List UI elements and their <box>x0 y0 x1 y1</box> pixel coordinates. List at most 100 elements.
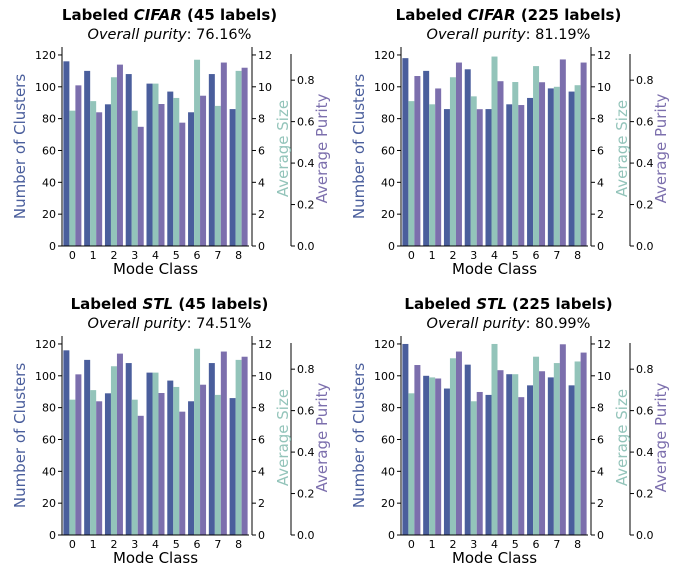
bar-size <box>131 399 138 535</box>
chart-subtitle: Overall purity: 80.99% <box>426 316 591 332</box>
bar-clusters <box>568 385 575 535</box>
x-tick-label: 2 <box>110 249 117 262</box>
left-tick-label: 60 <box>381 144 395 157</box>
bar-purity <box>559 59 566 246</box>
purity-tick-label: 0.4 <box>297 157 315 170</box>
bar-purity <box>241 67 248 247</box>
left-tick-label: 100 <box>35 370 56 383</box>
bar-size <box>214 394 221 535</box>
bar-size <box>90 390 97 535</box>
bar-clusters <box>125 363 132 535</box>
y-axis-label-size: Average Size <box>274 100 292 197</box>
y-axis-label-clusters: Number of Clusters <box>11 74 29 219</box>
x-axis-label: Mode Class <box>113 260 198 278</box>
bar-size <box>152 372 159 535</box>
bar-clusters <box>443 388 450 535</box>
left-tick-label: 20 <box>42 208 56 221</box>
bar-size <box>491 343 498 535</box>
left-tick-label: 20 <box>381 208 395 221</box>
bar-clusters <box>423 375 430 535</box>
bar-clusters <box>485 394 492 535</box>
purity-tick-label: 0.0 <box>297 240 315 253</box>
x-tick-label: 8 <box>235 249 242 262</box>
bar-size <box>429 377 436 535</box>
x-tick-label: 4 <box>491 538 498 551</box>
bar-purity <box>559 344 566 535</box>
x-axis-label: Mode Class <box>452 260 537 278</box>
bar-purity <box>539 82 546 246</box>
bar-clusters <box>84 359 91 535</box>
size-tick-label: 12 <box>258 338 272 351</box>
bar-size <box>574 85 581 246</box>
bar-size <box>449 77 456 246</box>
chart-panel-stl-45: Labeled STL (45 labels) Overall purity: … <box>0 289 339 571</box>
bar-size <box>69 399 76 535</box>
x-tick-label: 1 <box>429 249 436 262</box>
x-tick-label: 1 <box>90 538 97 551</box>
bar-clusters <box>464 69 471 247</box>
size-tick-label: 0 <box>258 240 265 253</box>
chart-subtitle: Overall purity: 81.19% <box>426 27 591 43</box>
y-axis-label-purity: Average Purity <box>313 94 331 204</box>
purity-tick-label: 0.2 <box>636 199 654 212</box>
bar-purity <box>179 411 186 535</box>
chart-plot: 0 1 2 3 4 5 6 7 80204060801001200246810120.00.20… <box>11 47 331 278</box>
x-tick-label: 0 <box>69 538 76 551</box>
bar-purity <box>137 415 144 535</box>
bar-clusters <box>104 104 111 246</box>
size-tick-label: 8 <box>258 402 265 415</box>
bar-size <box>533 356 540 535</box>
bar-clusters <box>208 74 215 247</box>
bar-size <box>429 104 436 246</box>
bar-size <box>173 386 180 535</box>
x-tick-label: 2 <box>449 249 456 262</box>
purity-tick-label: 0.8 <box>636 74 654 87</box>
bar-purity <box>220 351 227 535</box>
size-tick-label: 8 <box>597 113 604 126</box>
bar-size <box>173 97 180 246</box>
size-tick-label: 2 <box>597 208 604 221</box>
left-tick-label: 0 <box>388 240 395 253</box>
bar-purity <box>75 85 82 246</box>
bar-size <box>512 374 519 535</box>
bar-purity <box>241 356 248 535</box>
bar-purity <box>518 105 525 247</box>
purity-tick-label: 0.0 <box>636 529 654 542</box>
bar-clusters <box>208 363 215 535</box>
size-tick-label: 0 <box>597 240 604 253</box>
bar-purity <box>539 371 546 535</box>
bar-purity <box>200 384 207 535</box>
bar-clusters <box>63 350 70 535</box>
purity-tick-label: 0.6 <box>636 116 654 129</box>
x-tick-label: 6 <box>194 538 201 551</box>
size-tick-label: 10 <box>597 370 611 383</box>
y-axis-label-clusters: Number of Clusters <box>350 74 368 219</box>
left-tick-label: 100 <box>35 81 56 94</box>
bar-clusters <box>568 91 575 247</box>
bar-clusters <box>188 112 195 246</box>
bar-clusters <box>547 88 554 246</box>
bar-clusters <box>506 104 513 246</box>
bar-clusters <box>146 83 153 246</box>
x-tick-label: 6 <box>194 249 201 262</box>
bar-size <box>235 70 242 246</box>
bar-size <box>214 105 221 247</box>
chart-plot: 0 1 2 3 4 5 6 7 80204060801001200246810120.00.20… <box>350 336 670 567</box>
bar-clusters <box>188 401 195 535</box>
size-tick-label: 10 <box>258 81 272 94</box>
bar-clusters <box>125 74 132 247</box>
size-tick-label: 4 <box>258 465 265 478</box>
x-tick-label: 3 <box>470 538 477 551</box>
bar-purity <box>158 104 165 246</box>
x-tick-label: 5 <box>173 538 180 551</box>
bar-size <box>90 101 97 247</box>
purity-tick-label: 0.4 <box>636 446 654 459</box>
purity-tick-label: 0.0 <box>636 240 654 253</box>
x-tick-label: 3 <box>131 249 138 262</box>
purity-tick-label: 0.4 <box>297 446 315 459</box>
x-axis-label: Mode Class <box>113 549 198 567</box>
size-tick-label: 6 <box>597 144 604 157</box>
x-tick-label: 7 <box>553 249 560 262</box>
purity-tick-label: 0.4 <box>636 157 654 170</box>
bar-size <box>449 358 456 535</box>
